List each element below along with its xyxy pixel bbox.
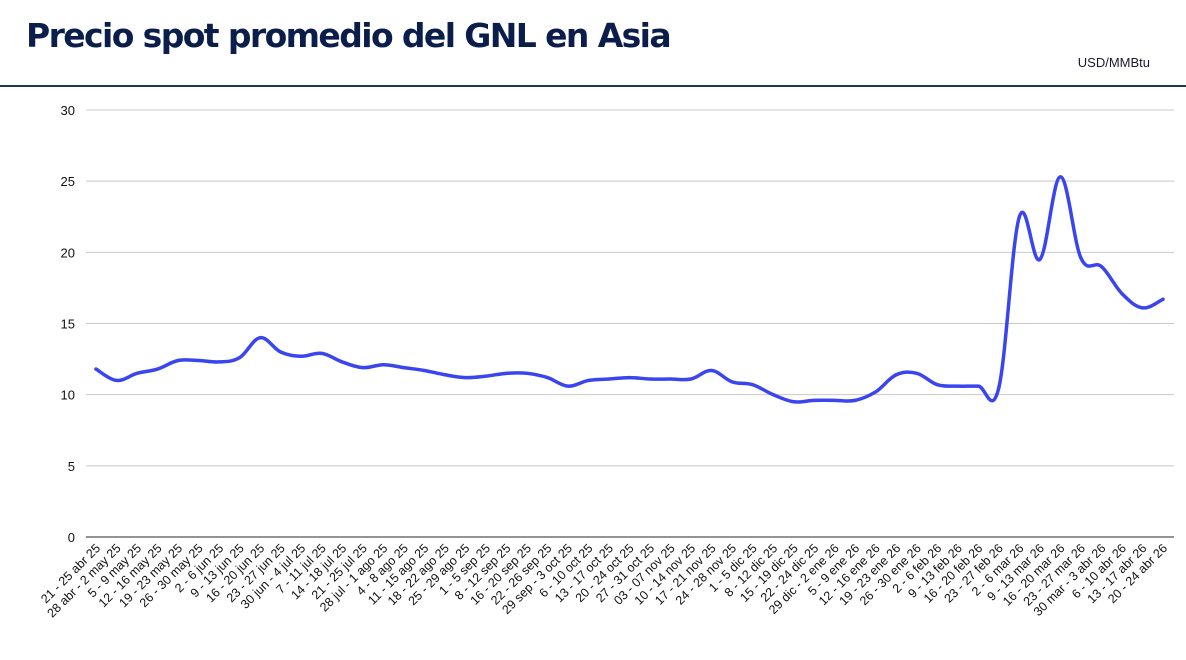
header-divider [0, 85, 1186, 87]
data-point [1058, 175, 1062, 179]
data-point [607, 377, 611, 381]
data-point [320, 351, 324, 355]
data-point [238, 356, 242, 360]
data-point [463, 375, 467, 380]
data-point [402, 366, 406, 370]
data-point [976, 384, 980, 388]
data-point [915, 371, 919, 375]
data-point [771, 393, 775, 397]
series-line [94, 175, 1165, 404]
series-layer [94, 175, 1165, 404]
data-point [627, 375, 632, 380]
data-point [874, 390, 878, 394]
data-point [586, 378, 591, 383]
y-tick-label: 5 [68, 459, 75, 474]
unit-label: USD/MMBtu [1077, 55, 1150, 70]
data-point [155, 367, 160, 371]
data-point [381, 363, 385, 367]
data-point [217, 360, 221, 364]
y-axis-ticks: 0 5 10 15 20 25 30 [61, 103, 75, 545]
data-point [689, 377, 693, 381]
data-point [709, 368, 714, 373]
data-point [1120, 292, 1124, 296]
y-tick-label: 10 [61, 388, 75, 403]
data-point [1079, 256, 1083, 260]
data-point [114, 378, 119, 383]
data-point [94, 367, 98, 371]
data-point [853, 398, 857, 402]
data-point [361, 366, 365, 370]
data-point [525, 371, 529, 375]
y-tick-label: 15 [61, 317, 75, 332]
data-point [997, 385, 1001, 390]
data-point [1017, 215, 1021, 219]
data-point [340, 360, 344, 364]
y-tick-label: 30 [61, 103, 75, 118]
data-point [1099, 264, 1104, 269]
page-title: Precio spot promedio del GNL en Asia [26, 16, 672, 55]
data-point [1161, 297, 1165, 301]
data-point [422, 368, 426, 373]
data-point [792, 400, 796, 404]
y-tick-label: 25 [61, 174, 75, 189]
gridlines [86, 109, 1174, 538]
data-point [197, 358, 201, 363]
data-point [545, 375, 550, 380]
data-point [812, 398, 816, 402]
data-point [299, 354, 303, 358]
data-point [730, 380, 734, 384]
data-point [566, 384, 570, 388]
data-point [1038, 257, 1042, 262]
data-point [956, 384, 960, 388]
data-point [833, 398, 837, 402]
data-point [176, 358, 180, 363]
data-point [751, 383, 755, 387]
data-point [258, 336, 262, 340]
data-point [668, 377, 673, 381]
data-point [279, 350, 283, 354]
data-point [484, 374, 488, 378]
data-point [935, 383, 939, 387]
data-point [648, 377, 652, 381]
data-point [443, 373, 447, 377]
data-point [504, 371, 508, 375]
data-point [894, 373, 898, 377]
y-tick-label: 0 [68, 530, 75, 545]
y-tick-label: 20 [61, 245, 75, 260]
data-point [1140, 306, 1145, 310]
data-point [135, 371, 139, 375]
